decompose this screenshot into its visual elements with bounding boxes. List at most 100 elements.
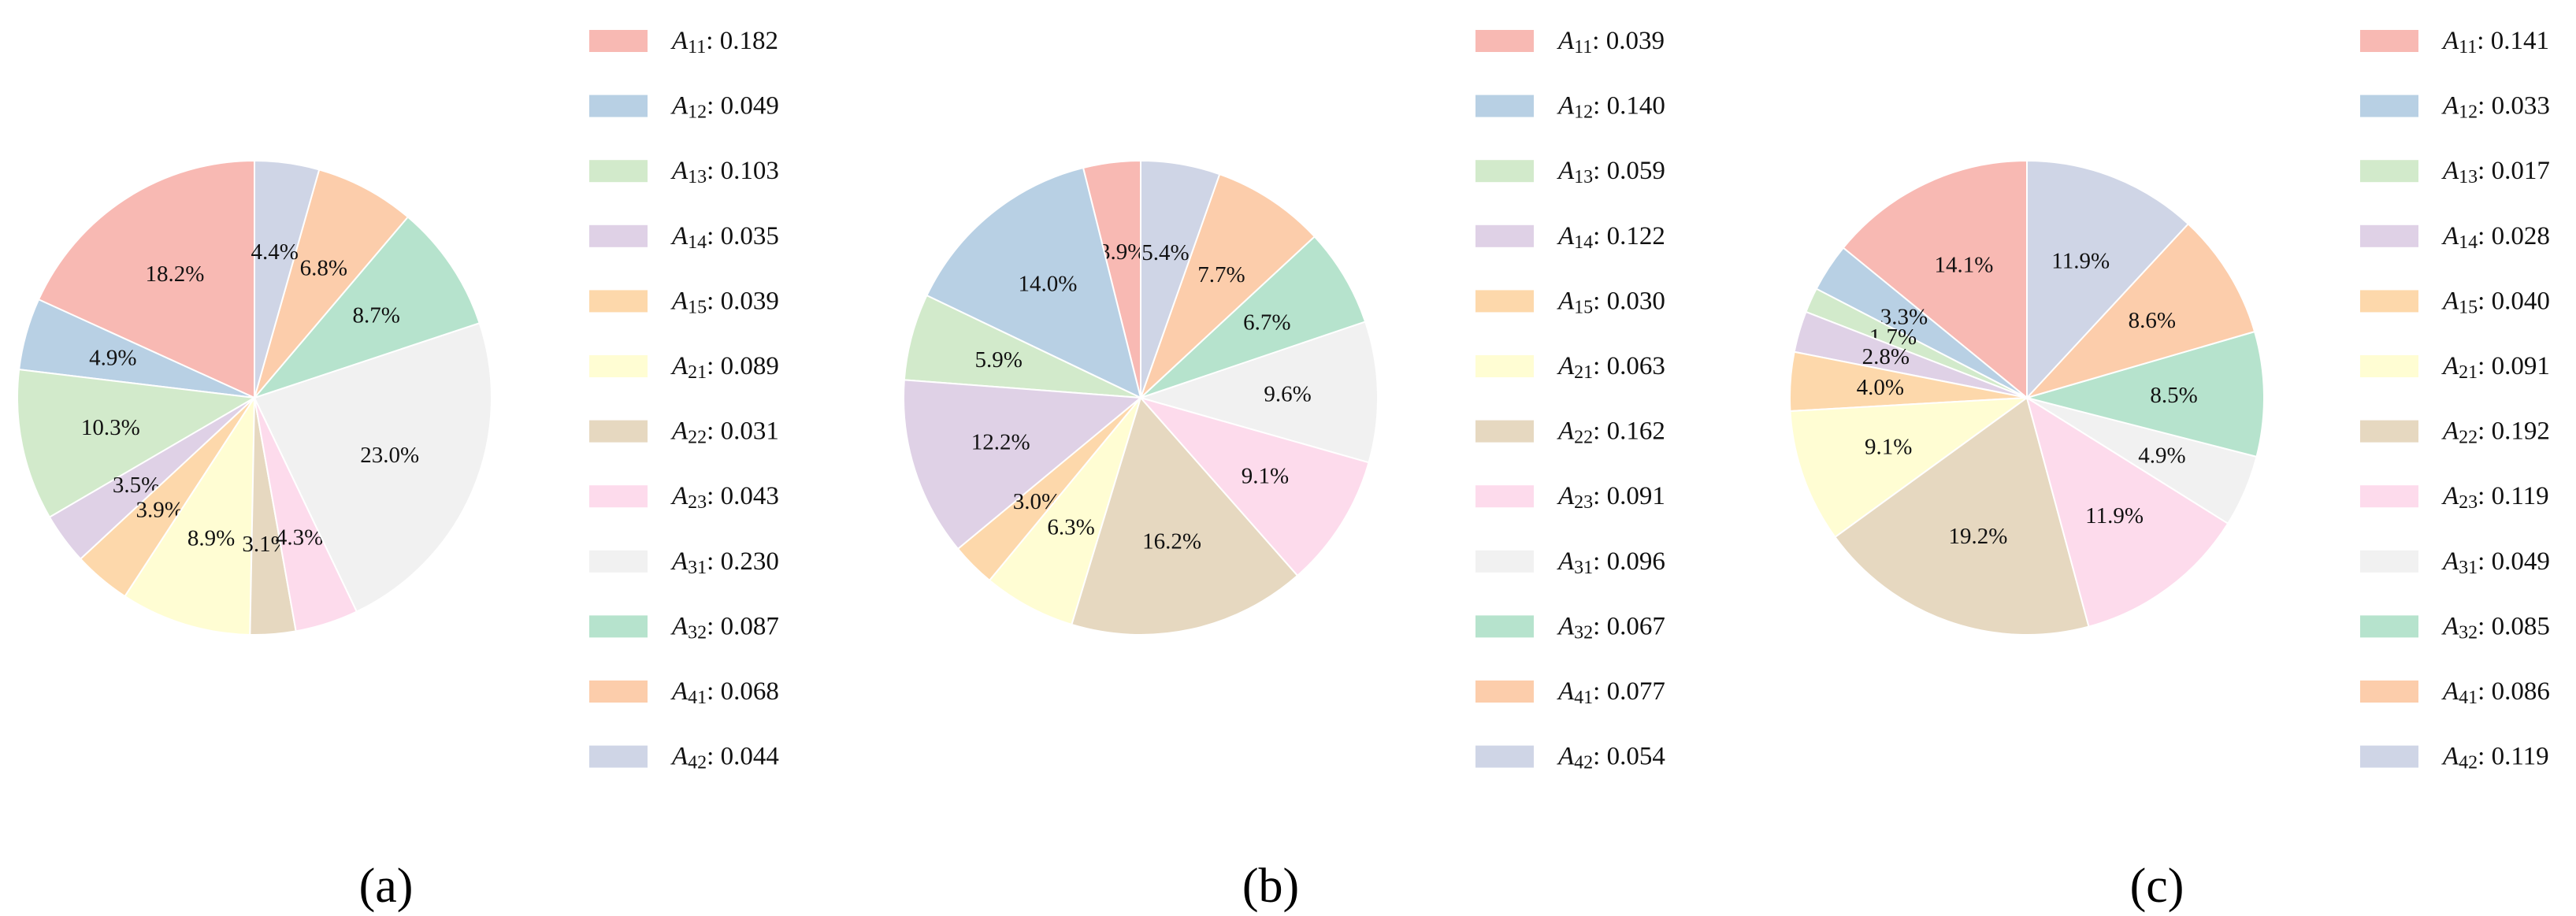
legend-2: A11: 0.039 A12: 0.140 A13: 0.059 A14: 0.122… bbox=[1475, 27, 1665, 773]
legend-swatch bbox=[2360, 160, 2418, 183]
legend-swatch bbox=[1475, 745, 1534, 768]
slice-percent-label: 4.0% bbox=[1857, 375, 1904, 400]
legend-entry-A23: A23: 0.043 bbox=[670, 482, 779, 513]
pie-slice-A23 bbox=[2025, 395, 2229, 628]
legend-entry-A22: A22: 0.192 bbox=[2441, 417, 2550, 448]
legend-swatch bbox=[589, 95, 648, 117]
slice-percent-label: 9.1% bbox=[1865, 435, 1912, 460]
subfigure-caption: (c) bbox=[2130, 859, 2184, 913]
slice-percent-label: 8.6% bbox=[2129, 308, 2176, 333]
pie-slice-A22 bbox=[1071, 395, 1299, 636]
slice-percent-label: 6.8% bbox=[300, 255, 347, 280]
slice-percent-label: 18.2% bbox=[146, 261, 205, 287]
slice-percent-label: 11.9% bbox=[2051, 248, 2110, 273]
slice-percent-label: 12.2% bbox=[971, 430, 1030, 455]
slice-percent-label: 8.7% bbox=[352, 303, 399, 328]
slice-percent-label: 9.1% bbox=[1242, 464, 1289, 489]
legend-swatch bbox=[1475, 355, 1534, 377]
pie-slice-A12 bbox=[926, 166, 1142, 399]
slice-percent-label: 4.4% bbox=[251, 239, 298, 265]
pie-slice-A32 bbox=[1140, 235, 1367, 399]
pie-slice-A41 bbox=[2024, 222, 2256, 399]
pie-chart-2: 3.9%14.0%5.9%12.2%3.0%6.3%16.2%9.1%9.6%6… bbox=[903, 159, 1379, 636]
legend-swatch bbox=[589, 615, 648, 638]
slice-percent-label: 2.8% bbox=[1862, 344, 1910, 369]
subfigure-caption: (a) bbox=[359, 859, 414, 913]
legend-swatch bbox=[2360, 745, 2418, 768]
legend-entry-A11: A11: 0.141 bbox=[2441, 27, 2549, 57]
pie-slice-A41 bbox=[1140, 172, 1316, 399]
legend-swatch bbox=[1475, 485, 1534, 508]
pie-slice-A11 bbox=[37, 159, 255, 399]
legend-entry-A12: A12: 0.049 bbox=[670, 92, 779, 123]
legend-swatch bbox=[589, 485, 648, 508]
legend-swatch bbox=[589, 30, 648, 52]
legend-swatch bbox=[2360, 615, 2418, 638]
legend-entry-A31: A31: 0.049 bbox=[2441, 547, 2550, 578]
slice-percent-label: 9.6% bbox=[1264, 381, 1311, 406]
legend-swatch bbox=[1475, 160, 1534, 183]
legend-entry-A11: A11: 0.182 bbox=[670, 27, 778, 57]
legend-entry-A21: A21: 0.063 bbox=[1557, 352, 1665, 383]
legend-swatch bbox=[2360, 224, 2418, 247]
legend-swatch bbox=[1475, 224, 1534, 247]
legend-swatch bbox=[2360, 681, 2418, 703]
pie-slice-A42 bbox=[254, 159, 321, 399]
pie-slice-A31 bbox=[253, 321, 492, 613]
legend-entry-A14: A14: 0.035 bbox=[670, 222, 779, 253]
legend-entry-A31: A31: 0.230 bbox=[670, 547, 779, 578]
slice-percent-label: 19.2% bbox=[1948, 524, 2007, 549]
legend-1: A11: 0.182 A12: 0.049 A13: 0.103 A14: 0.035… bbox=[589, 27, 779, 773]
slice-percent-label: 8.5% bbox=[2150, 383, 2197, 408]
legend-entry-A32: A32: 0.085 bbox=[2441, 612, 2550, 643]
pie-chart-3: 14.1%3.3%1.7%2.8%4.0%9.1%19.2%11.9%4.9%8… bbox=[1789, 159, 2265, 636]
legend-entry-A22: A22: 0.031 bbox=[670, 417, 779, 448]
pie-slice-A32 bbox=[251, 216, 481, 400]
pie-chart-1: 18.2%4.9%10.3%3.5%3.9%8.9% 3.1%4.3%23.0%8… bbox=[17, 159, 492, 636]
legend-swatch bbox=[1475, 615, 1534, 638]
legend-swatch bbox=[589, 550, 648, 573]
slice-percent-label: 8.9% bbox=[187, 525, 235, 551]
legend-swatch bbox=[1475, 290, 1534, 313]
pie-slice-A21 bbox=[988, 397, 1141, 626]
legend-swatch bbox=[589, 745, 648, 768]
legend-entry-A13: A13: 0.103 bbox=[670, 157, 779, 187]
legend-3: A11: 0.141 A12: 0.033 A13: 0.017 A14: 0.028… bbox=[2360, 27, 2550, 773]
pie-slice-A42 bbox=[2026, 159, 2190, 400]
legend-swatch bbox=[589, 290, 648, 313]
slice-percent-label: 5.9% bbox=[974, 347, 1022, 373]
legend-swatch bbox=[1475, 420, 1534, 443]
legend-swatch bbox=[2360, 355, 2418, 377]
legend-entry-A41: A41: 0.086 bbox=[2441, 677, 2550, 708]
legend-swatch bbox=[2360, 95, 2418, 117]
slice-percent-label: 16.2% bbox=[1142, 528, 1201, 554]
pie-slice-A14 bbox=[903, 379, 1143, 551]
legend-swatch bbox=[2360, 420, 2418, 443]
legend-entry-A42: A42: 0.054 bbox=[1557, 743, 1665, 773]
slice-percent-label: 6.3% bbox=[1047, 514, 1094, 540]
legend-entry-A12: A12: 0.033 bbox=[2441, 92, 2550, 123]
legend-swatch bbox=[1475, 95, 1534, 117]
legend-entry-A41: A41: 0.077 bbox=[1557, 677, 1665, 708]
legend-entry-A21: A21: 0.089 bbox=[670, 352, 779, 383]
legend-swatch bbox=[2360, 485, 2418, 508]
legend-swatch bbox=[1475, 550, 1534, 573]
legend-entry-A13: A13: 0.059 bbox=[1557, 157, 1665, 187]
legend-entry-A32: A32: 0.087 bbox=[670, 612, 779, 643]
legend-swatch bbox=[589, 681, 648, 703]
slice-percent-label: 11.9% bbox=[2085, 503, 2144, 528]
slice-percent-label: 4.9% bbox=[2138, 443, 2185, 469]
pie-slice-A42 bbox=[1140, 159, 1221, 399]
pie-slice-A41 bbox=[254, 169, 410, 399]
pie-slice-A11 bbox=[1842, 159, 2028, 400]
legend-entry-A21: A21: 0.091 bbox=[2441, 352, 2550, 383]
legend-entry-A11: A11: 0.039 bbox=[1557, 27, 1665, 57]
slice-percent-label: 14.1% bbox=[1935, 252, 1994, 277]
legend-entry-A32: A32: 0.067 bbox=[1557, 612, 1665, 643]
legend-entry-A14: A14: 0.122 bbox=[1557, 222, 1665, 253]
slice-percent-label: 6.7% bbox=[1243, 310, 1290, 336]
slice-percent-label: 4.3% bbox=[276, 525, 323, 551]
slice-percent-label: 4.9% bbox=[89, 346, 136, 371]
legend-swatch bbox=[589, 355, 648, 377]
